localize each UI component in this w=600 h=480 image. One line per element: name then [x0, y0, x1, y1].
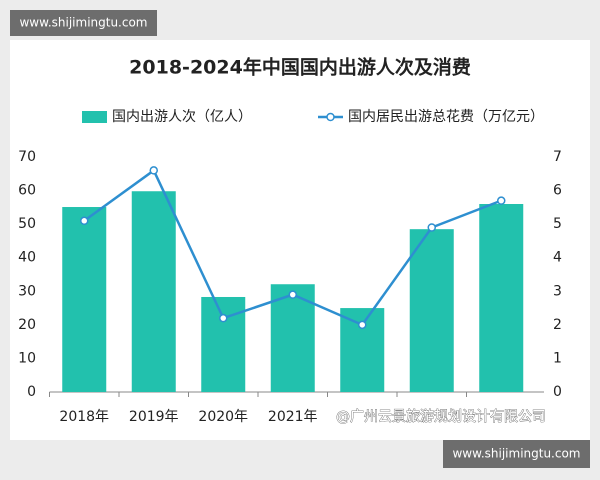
watermark-box [10, 10, 157, 36]
y-tick-label: 10 [18, 350, 36, 366]
line-marker [427, 223, 436, 232]
bar [409, 229, 454, 392]
y2-tick-label: 3 [553, 283, 562, 299]
y-tick-label: 0 [27, 384, 36, 400]
watermark: www.shijimingtu.com [452, 447, 580, 461]
y2-tick-label: 1 [553, 350, 562, 366]
y2-tick-label: 4 [553, 250, 562, 266]
y-tick-label: 50 [18, 216, 36, 232]
x-tick-label: 2021年 [268, 409, 318, 425]
legend-label: 国内出游人次（亿人） [112, 109, 252, 125]
bar [131, 191, 176, 392]
y-tick-label: 60 [18, 183, 36, 199]
x-tick-label: 2018年 [59, 409, 109, 425]
y2-tick-label: 2 [553, 317, 562, 333]
line-marker [288, 290, 297, 299]
y-tick-label: 40 [18, 250, 36, 266]
watermark: @广州云景旅游规划设计有限公司 [336, 409, 546, 425]
y2-tick-label: 6 [553, 183, 562, 199]
y2-tick-label: 7 [553, 149, 562, 165]
line-marker [358, 320, 367, 330]
y-tick-label: 70 [18, 149, 36, 165]
line-marker [149, 166, 158, 175]
y-tick-label: 30 [18, 283, 36, 299]
bar [201, 296, 246, 392]
chart-title: 2018-2024年中国国内出游人次及消费 [129, 56, 471, 79]
line-marker [80, 216, 89, 226]
watermark: www.shijimingtu.com [19, 16, 147, 30]
legend-label: 国内居民出游总花费（万亿元） [348, 109, 544, 125]
y2-tick-label: 5 [553, 216, 562, 232]
x-tick-label: 2020年 [198, 409, 248, 425]
line-marker [497, 196, 506, 205]
x-tick-label: 2019年 [129, 409, 179, 425]
line-marker [219, 313, 228, 323]
bar [62, 207, 107, 392]
legend-swatch-marker [326, 112, 335, 122]
bar [479, 204, 524, 392]
y2-tick-label: 0 [553, 384, 562, 400]
watermark-box [443, 440, 590, 468]
y-tick-label: 20 [18, 317, 36, 333]
legend-swatch [82, 111, 107, 123]
